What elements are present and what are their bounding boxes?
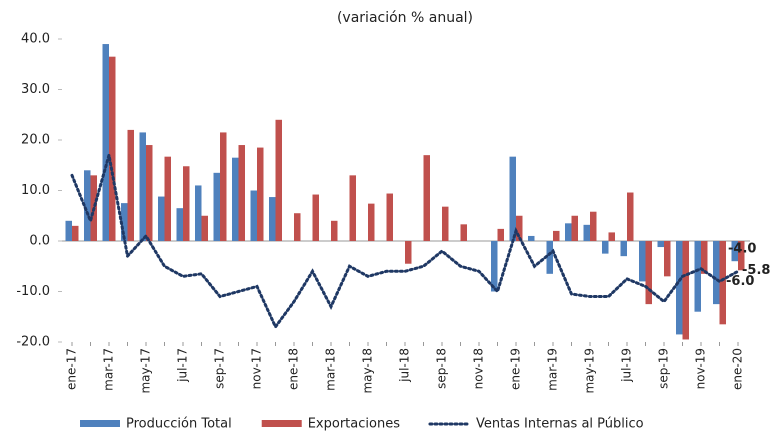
x-tick-label: mar-19	[546, 348, 560, 391]
bar	[368, 203, 375, 241]
value-label: -6.0	[726, 274, 754, 289]
legend-swatch	[80, 420, 120, 427]
bar	[275, 119, 282, 241]
x-tick-label: may-19	[583, 348, 597, 394]
bar	[349, 175, 356, 241]
legend-label: Exportaciones	[308, 417, 400, 432]
x-tick-label: sep-19	[657, 348, 671, 389]
bar	[719, 241, 726, 325]
bar	[627, 192, 634, 241]
bar	[645, 241, 652, 305]
bar	[590, 211, 597, 241]
value-label: -4.0	[728, 242, 756, 257]
bar	[701, 241, 708, 274]
x-tick-label: nov-17	[250, 348, 264, 389]
bar	[676, 241, 683, 335]
x-tick-label: nov-18	[472, 348, 486, 389]
bar	[109, 56, 116, 241]
y-tick-label: -20.0	[16, 335, 50, 350]
x-tick-label: jul-17	[176, 348, 190, 383]
bar	[553, 230, 560, 241]
chart-title: (variación % anual)	[337, 10, 473, 26]
bar	[158, 196, 165, 241]
x-tick-label: jul-18	[398, 348, 412, 383]
bar	[405, 241, 412, 264]
line	[70, 154, 740, 330]
bar	[423, 155, 430, 241]
y-tick-label: -10.0	[16, 284, 50, 299]
x-tick-label: mar-18	[324, 348, 338, 391]
bar	[195, 185, 202, 241]
y-tick-label: 10.0	[21, 183, 50, 198]
bar	[497, 228, 504, 241]
bar	[386, 193, 393, 241]
y-tick-label: 40.0	[21, 32, 50, 47]
x-tick-label: nov-19	[694, 348, 708, 389]
bar	[682, 241, 689, 340]
x-tick-label: may-18	[361, 348, 375, 394]
bar	[183, 166, 190, 241]
bar	[127, 129, 134, 241]
bar	[121, 203, 128, 241]
bar	[84, 170, 91, 241]
bar	[583, 224, 590, 241]
bar	[620, 241, 627, 257]
bar	[491, 241, 498, 292]
bar	[65, 220, 72, 241]
bar	[250, 190, 257, 241]
bar	[528, 235, 535, 241]
bar	[72, 225, 79, 241]
bar	[657, 241, 664, 248]
bar	[213, 172, 220, 241]
bar	[201, 215, 208, 241]
bar	[257, 147, 264, 241]
bar	[565, 223, 572, 241]
x-tick-label: ene-20	[731, 348, 745, 390]
x-tick-label: sep-18	[435, 348, 449, 389]
bar	[146, 145, 153, 241]
bar	[220, 132, 227, 241]
x-tick-label: ene-17	[65, 348, 79, 390]
legend-swatch	[261, 420, 302, 427]
x-tick-label: sep-17	[213, 348, 227, 389]
legend-label: Producción Total	[126, 417, 232, 432]
bar	[102, 44, 109, 241]
x-tick-label: jul-19	[620, 348, 634, 383]
bar	[509, 156, 516, 241]
bar	[238, 145, 245, 241]
bar	[731, 241, 738, 262]
bar	[176, 208, 183, 241]
bar	[442, 206, 449, 241]
bar	[232, 157, 239, 241]
bar	[294, 213, 301, 241]
bar	[639, 241, 646, 282]
value-label: -5.8	[742, 263, 770, 278]
y-tick-label: 30.0	[21, 82, 50, 97]
x-tick-label: ene-18	[287, 348, 301, 390]
x-tick-label: may-17	[139, 348, 153, 394]
bar	[139, 132, 146, 241]
bar	[664, 241, 671, 277]
bar	[602, 241, 609, 254]
bar	[571, 215, 578, 241]
bar	[460, 224, 467, 241]
bar	[694, 241, 701, 312]
y-tick-label: 0.0	[29, 234, 50, 249]
bar	[516, 215, 523, 241]
bar	[546, 241, 553, 274]
bar	[312, 194, 319, 241]
x-tick-label: mar-17	[102, 348, 116, 391]
bar	[713, 241, 720, 305]
y-tick-label: 20.0	[21, 133, 50, 148]
bar	[269, 197, 276, 241]
x-tick-label: ene-19	[509, 348, 523, 390]
legend-label: Ventas Internas al Público	[476, 417, 644, 432]
bar	[738, 241, 745, 271]
bar	[164, 156, 171, 241]
bar	[331, 220, 338, 241]
bar	[608, 232, 615, 241]
